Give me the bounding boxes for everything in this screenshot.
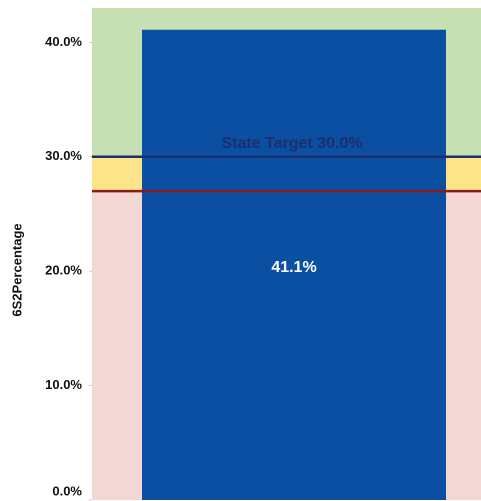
y-axis-title: 6S2Percentage	[9, 223, 24, 316]
y-tick-label: 10.0%	[45, 377, 82, 392]
y-tick-label: 40.0%	[45, 34, 82, 49]
bar	[142, 29, 446, 501]
reference-label: State Target 30.0%	[221, 135, 362, 152]
value-label: 41.1%	[271, 259, 316, 276]
y-tick-label: 30.0%	[45, 148, 82, 163]
y-tick-label: 20.0%	[45, 263, 82, 278]
y-tick-label: 0.0%	[52, 483, 82, 498]
